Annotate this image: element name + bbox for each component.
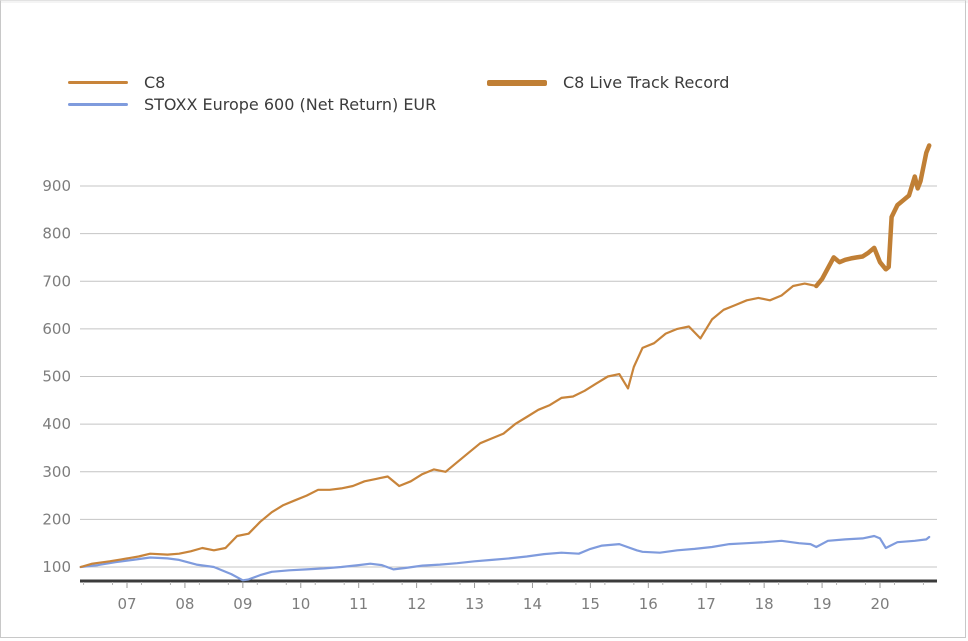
series-line-2 [79,534,931,582]
x-tick-label-20: 20 [870,595,889,613]
top-edge [0,0,968,3]
x-tick-label-09: 09 [233,595,252,613]
y-tick-label-100: 100 [42,558,71,576]
legend-label-c8-live: C8 Live Track Record [563,73,730,92]
legend-swatch-stoxx [68,103,128,106]
legend-label-c8: C8 [144,73,166,92]
y-tick-label-600: 600 [42,320,71,338]
y-tick-label-300: 300 [42,463,71,481]
y-tick-label-200: 200 [42,510,71,528]
y-tick-label-900: 900 [42,177,71,195]
legend-swatch-c8-live [487,79,547,86]
series-line-1 [814,143,932,289]
x-tick-label-07: 07 [117,595,136,613]
x-tick-label-10: 10 [291,595,310,613]
series-line-0 [79,282,818,569]
x-tick-label-17: 17 [697,595,716,613]
y-tick-label-700: 700 [42,272,71,290]
y-tick-label-500: 500 [42,368,71,386]
legend-item-c8-live: C8 Live Track Record [487,73,729,92]
legend-swatch-c8 [68,81,128,84]
legend-item-c8: C8 [68,73,165,92]
legend-item-stoxx: STOXX Europe 600 (Net Return) EUR [68,95,436,114]
x-tick-label-16: 16 [639,595,658,613]
legend-label-stoxx: STOXX Europe 600 (Net Return) EUR [144,95,437,114]
x-tick-label-13: 13 [465,595,484,613]
x-tick-label-12: 12 [407,595,426,613]
x-tick-label-18: 18 [755,595,774,613]
x-tick-label-15: 15 [581,595,600,613]
x-tick-label-14: 14 [523,595,542,613]
x-tick-label-11: 11 [349,595,368,613]
y-tick-label-400: 400 [42,415,71,433]
legend: C8 C8 Live Track Record STOXX Europe 600… [0,0,968,130]
x-tick-label-19: 19 [813,595,832,613]
y-tick-label-800: 800 [42,225,71,243]
x-tick-label-08: 08 [175,595,194,613]
